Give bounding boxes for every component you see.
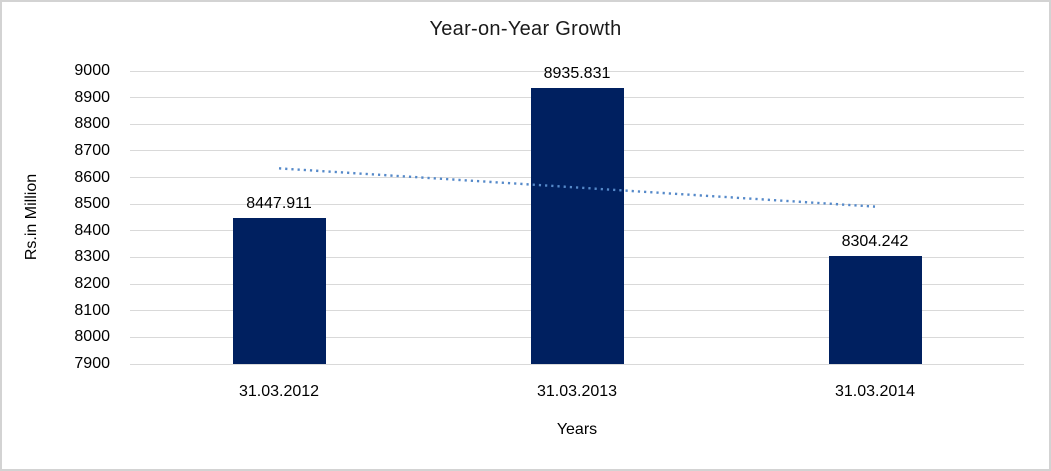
y-tick-label: 9000 bbox=[74, 62, 110, 79]
y-tick-label: 8700 bbox=[74, 141, 110, 159]
y-tick-label: 8300 bbox=[74, 248, 110, 266]
bar-31.03.2013 bbox=[530, 88, 624, 364]
y-tick-label: 8500 bbox=[74, 195, 110, 213]
x-axis: 31.03.2012 31.03.2013 31.03.2014 bbox=[130, 383, 1024, 403]
trendline bbox=[278, 167, 876, 208]
data-label: 8447.911 bbox=[246, 195, 312, 213]
bar-31.03.2012 bbox=[232, 218, 326, 364]
y-tick-label: 7900 bbox=[74, 355, 110, 372]
bar-31.03.2014 bbox=[828, 256, 922, 364]
gridline bbox=[130, 70, 1024, 72]
chart-title: Year-on-Year Growth bbox=[429, 18, 622, 40]
data-label: 8935.831 bbox=[543, 65, 611, 83]
y-tick-label: 8600 bbox=[74, 168, 110, 186]
y-tick-label: 8900 bbox=[74, 88, 110, 106]
plot-area: 8447.911 8935.831 8304.242 bbox=[130, 65, 1024, 365]
x-tick-label: 31.03.2013 bbox=[536, 383, 618, 400]
y-tick-label: 8800 bbox=[74, 115, 110, 133]
y-tick-label: 8200 bbox=[74, 275, 110, 293]
x-axis-title: Years bbox=[556, 421, 598, 438]
y-tick-label: 8400 bbox=[74, 221, 110, 239]
data-label: 8304.242 bbox=[841, 233, 909, 251]
gridline bbox=[130, 363, 1024, 365]
y-tick-label: 8100 bbox=[74, 301, 110, 319]
x-tick-label: 31.03.2012 bbox=[238, 383, 320, 400]
x-tick-label: 31.03.2014 bbox=[834, 383, 916, 400]
y-axis: 9000 8900 8800 8700 8600 8500 8400 8300 8200 8100… bbox=[2, 62, 110, 372]
y-tick-label: 8000 bbox=[74, 328, 110, 346]
